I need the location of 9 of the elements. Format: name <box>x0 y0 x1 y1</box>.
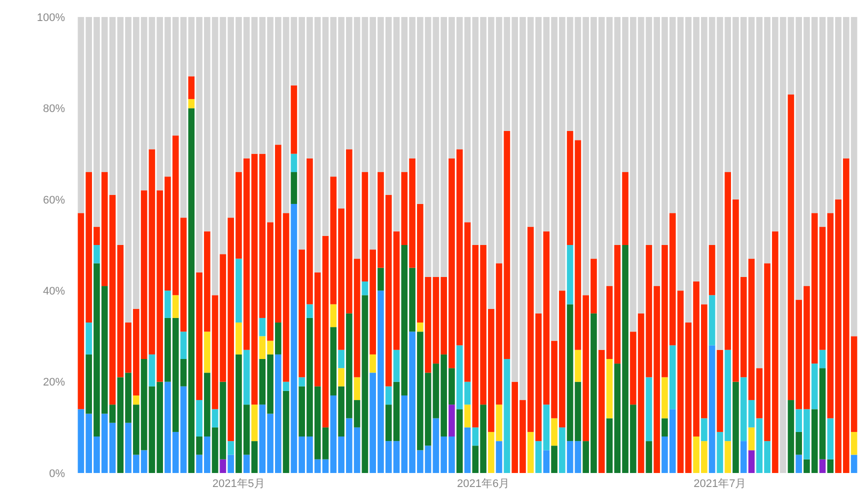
y-tick-label: 60% <box>42 194 66 206</box>
y-tick-label: 20% <box>42 376 66 389</box>
x-tick-label: 2021年5月 <box>212 478 266 490</box>
x-tick-label: 2021年6月 <box>456 478 510 490</box>
y-tick-label: 100% <box>36 12 66 24</box>
y-tick-label: 40% <box>42 285 66 298</box>
y-tick-label: 0% <box>49 468 66 480</box>
x-tick-label: 2021年7月 <box>694 478 746 490</box>
y-tick-label: 80% <box>42 103 66 116</box>
